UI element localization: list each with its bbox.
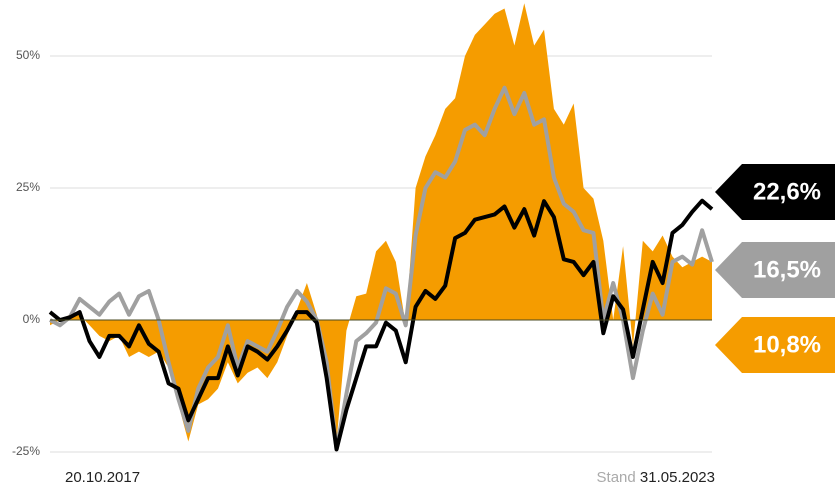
y-tick-label: 50% <box>16 48 40 62</box>
axis: -25% 0% 25% 50% <box>12 48 712 458</box>
end-tag-label: 10,8% <box>753 331 821 358</box>
end-date-value: 31.05.2023 <box>640 469 715 486</box>
end-tag-label: 22,6% <box>753 178 821 205</box>
end-tag <box>715 164 835 220</box>
grid <box>50 55 712 453</box>
y-tick-label: 25% <box>16 180 40 194</box>
line <box>48 198 714 452</box>
start-date: 20.10.2017 <box>65 469 140 486</box>
line <box>49 85 714 452</box>
marks <box>48 3 714 452</box>
end-date: Stand 31.05.2023 <box>597 469 715 486</box>
y-tick-label: 0% <box>23 312 41 326</box>
end-tag <box>715 317 835 373</box>
end-tag-label: 16,5% <box>753 256 821 283</box>
y-tick-label: -25% <box>12 444 40 458</box>
end-tag <box>715 242 835 298</box>
area <box>50 3 712 442</box>
end-prefix: Stand <box>597 469 636 486</box>
